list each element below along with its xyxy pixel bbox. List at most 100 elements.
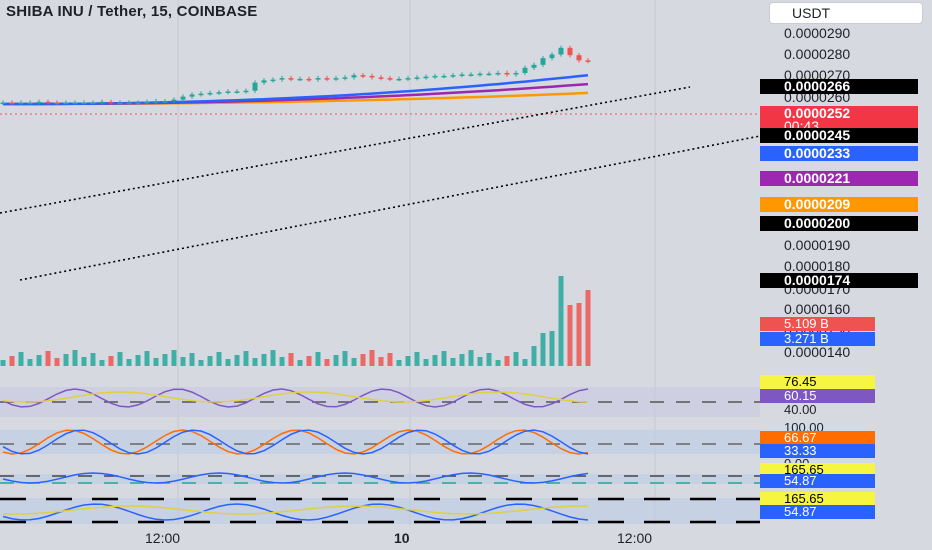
volume-bar — [414, 352, 420, 366]
candle-body — [558, 47, 564, 55]
candle-body — [90, 102, 96, 105]
candle-body — [486, 73, 492, 76]
volume-bar — [36, 355, 42, 366]
candle-body — [351, 75, 357, 78]
volume-bar — [450, 358, 456, 366]
candle-body — [198, 93, 204, 96]
candle-body — [387, 78, 393, 80]
volume-bar — [63, 354, 69, 366]
volume-bar — [369, 350, 375, 366]
volume-bar — [405, 356, 411, 366]
candle-body — [261, 80, 267, 83]
trend-line-lower — [19, 135, 761, 281]
candle-body — [144, 101, 150, 104]
volume-bar — [342, 351, 348, 366]
candle-body — [414, 77, 420, 79]
candle-body — [567, 47, 573, 56]
volume-bar — [306, 356, 312, 366]
volume-bar — [234, 355, 240, 366]
candle-body — [108, 101, 114, 104]
cci2-signal-line — [2, 505, 589, 515]
volume-bar — [585, 290, 591, 366]
volume-bar — [45, 351, 51, 366]
candle-body — [405, 78, 411, 80]
volume-bar — [153, 358, 159, 366]
volume-bar — [504, 356, 510, 366]
volume-bar — [351, 358, 357, 366]
candle-body — [171, 99, 177, 102]
volume-bar — [81, 357, 87, 366]
candle-body — [459, 74, 465, 76]
volume-bar — [459, 354, 465, 366]
volume-bar — [9, 356, 15, 366]
candle-body — [288, 78, 294, 80]
volume-bar — [468, 350, 474, 366]
candle-body — [378, 77, 384, 79]
candle-body — [297, 78, 303, 81]
candle-body — [126, 102, 132, 105]
candle-body — [153, 101, 159, 103]
candle-body — [45, 101, 51, 104]
volume-bar — [261, 354, 267, 366]
volume-bar — [243, 351, 249, 366]
candle-body — [162, 101, 168, 103]
candle-body — [468, 74, 474, 76]
volume-bar — [198, 360, 204, 366]
volume-bar — [486, 353, 492, 366]
candle-body — [117, 102, 123, 105]
volume-bar — [387, 353, 393, 366]
candle-body — [576, 55, 582, 61]
candle-body — [333, 78, 339, 80]
candle-body — [504, 72, 510, 75]
candle-body — [540, 58, 546, 65]
volume-bar — [432, 355, 438, 366]
volume-bar — [0, 360, 6, 366]
volume-bar — [324, 359, 330, 366]
volume-bar — [135, 355, 141, 366]
candle-body — [324, 78, 330, 80]
currency-selector[interactable]: USDT — [769, 2, 923, 24]
volume-bar — [171, 350, 177, 366]
volume-bar — [540, 333, 546, 366]
volume-bar — [270, 350, 276, 366]
volume-bar — [549, 331, 555, 366]
candle-body — [315, 78, 321, 80]
candle-body — [432, 75, 438, 78]
candle-body — [9, 102, 15, 105]
candle-body — [234, 91, 240, 93]
volume-bar — [216, 352, 222, 366]
stoch-k-line — [2, 429, 589, 455]
candle-body — [36, 101, 42, 104]
volume-bar — [477, 357, 483, 366]
candle-body — [81, 102, 87, 105]
candle-body — [207, 92, 213, 95]
volume-bar — [567, 305, 573, 366]
candle-body — [360, 75, 366, 77]
volume-bar — [117, 352, 123, 366]
candle-body — [369, 75, 375, 78]
volume-bar — [279, 357, 285, 366]
candle-body — [135, 102, 141, 105]
volume-bar — [360, 354, 366, 366]
volume-bar — [333, 355, 339, 366]
volume-bar — [288, 353, 294, 366]
cci2-band — [0, 498, 760, 524]
ma-fast-line — [3, 73, 589, 106]
volume-bar — [108, 356, 114, 366]
candle-body — [342, 77, 348, 79]
candle-body — [513, 72, 519, 75]
candle-body — [450, 75, 456, 77]
candle-body — [72, 102, 78, 105]
candle-body — [306, 78, 312, 81]
candle-body — [225, 91, 231, 93]
volume-bar — [99, 360, 105, 366]
candle-body — [441, 75, 447, 78]
volume-bar — [576, 303, 582, 366]
volume-bar — [144, 351, 150, 366]
stoch-d-line — [2, 429, 589, 455]
volume-bar — [225, 359, 231, 366]
candle-body — [549, 54, 555, 59]
volume-bar — [180, 357, 186, 366]
volume-bar — [558, 276, 564, 366]
